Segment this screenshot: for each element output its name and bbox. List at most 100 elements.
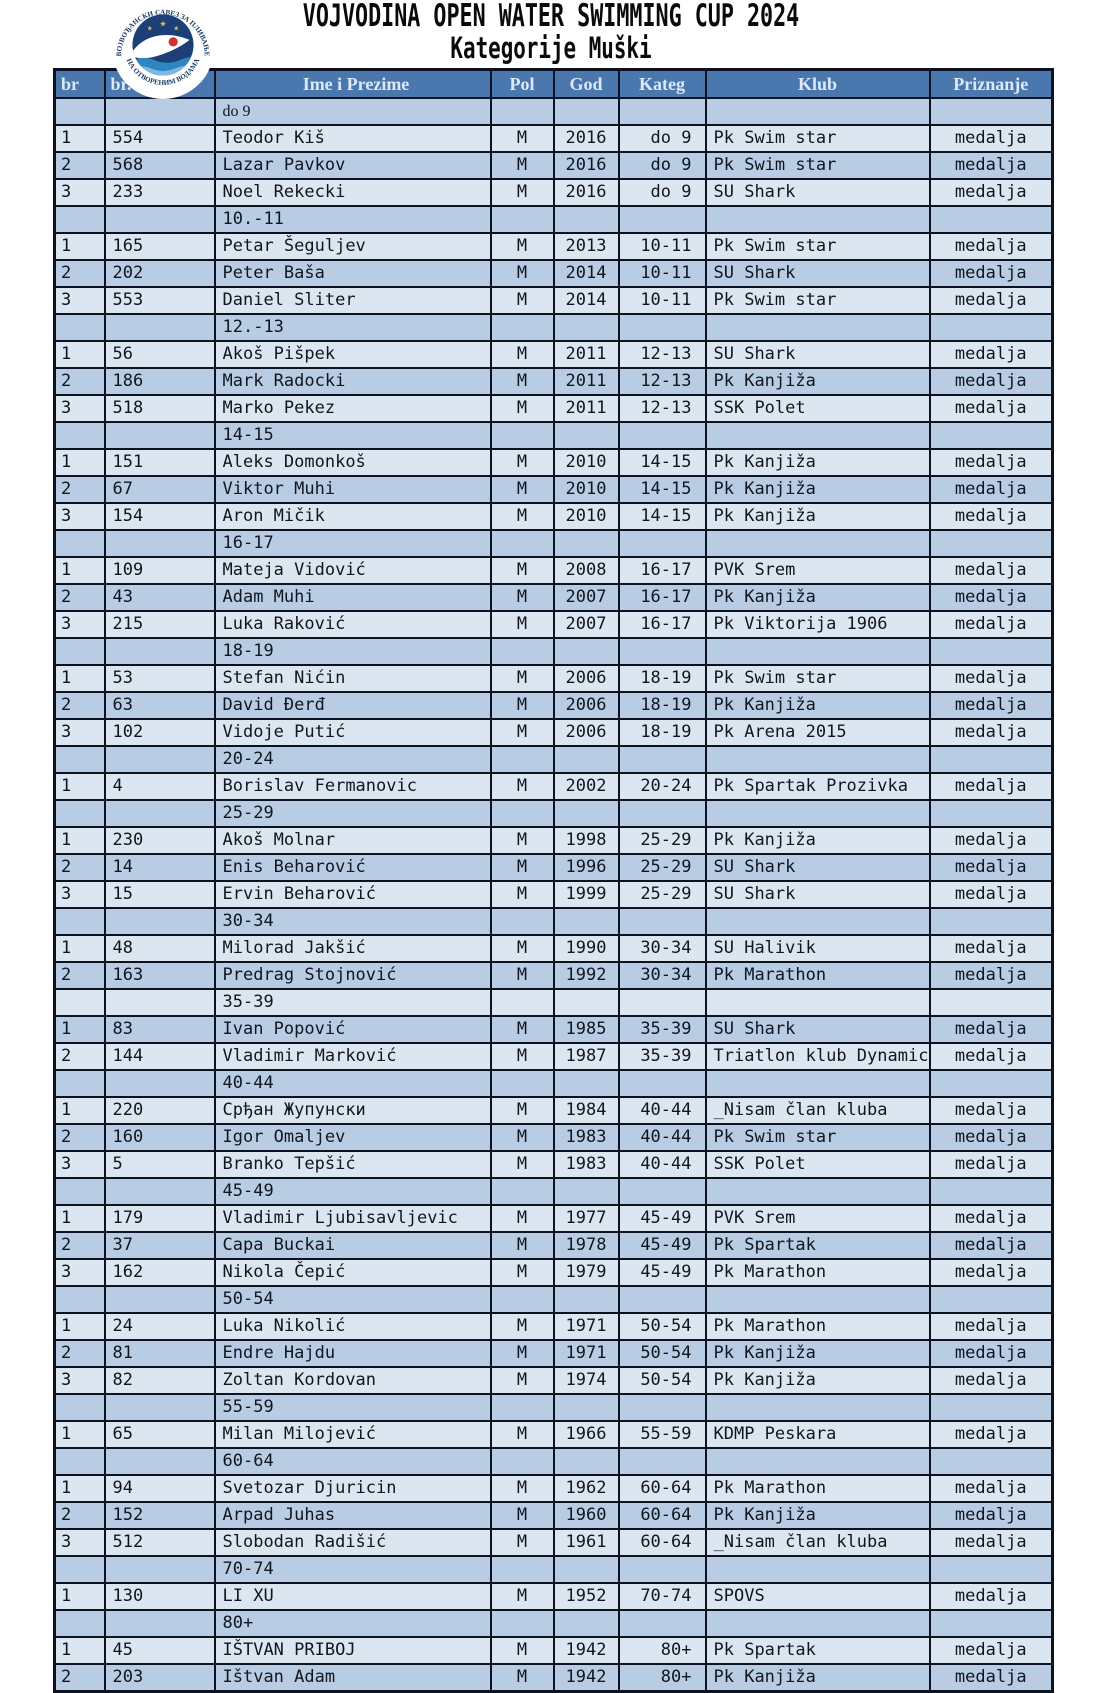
result-row: 3 154 Aron Mičik M 2010 14-15 Pk Kanjiža medalj… (53, 502, 1054, 531)
cell-name: Petar Šeguljev (213, 232, 492, 261)
cell-category: 16-17 (617, 583, 707, 612)
empty-cell (53, 799, 106, 828)
cell-sex: M (489, 1420, 555, 1449)
empty-cell (704, 1069, 931, 1098)
cell-category: 35-39 (617, 1042, 707, 1071)
cell-award: medalja (928, 1231, 1054, 1260)
empty-cell (489, 1609, 555, 1638)
cell-club: Pk Kanjiža (704, 691, 931, 720)
cell-sex: M (489, 394, 555, 423)
cell-br: 2 (53, 475, 106, 504)
cell-category: do 9 (617, 124, 707, 153)
category-label: 70-74 (213, 1555, 492, 1584)
cell-name: Mateja Vidović (213, 556, 492, 585)
cell-sex: M (489, 934, 555, 963)
category-label: 35-39 (213, 988, 492, 1017)
cell-category: 10-11 (617, 286, 707, 315)
cell-club: Pk Marathon (704, 1258, 931, 1287)
empty-cell (928, 313, 1054, 342)
category-label: 25-29 (213, 799, 492, 828)
cell-sex: M (489, 1474, 555, 1503)
result-row: 2 67 Viktor Muhi M 2010 14-15 Pk Kanjiža medalj… (53, 475, 1054, 504)
empty-cell (552, 529, 620, 558)
cell-br: 2 (53, 151, 106, 180)
category-section-row: 12.-13 (53, 313, 1054, 342)
empty-cell (928, 1447, 1054, 1476)
empty-cell (489, 1447, 555, 1476)
cell-start-number: 553 (103, 286, 216, 315)
empty-cell (928, 205, 1054, 234)
cell-year: 1983 (552, 1150, 620, 1179)
category-label: 10.-11 (213, 205, 492, 234)
category-section-row: 45-49 (53, 1177, 1054, 1206)
empty-cell (103, 1609, 216, 1638)
cell-club: Pk Swim star (704, 232, 931, 261)
empty-cell (928, 1285, 1054, 1314)
empty-cell (489, 907, 555, 936)
cell-year: 1985 (552, 1015, 620, 1044)
category-section-row: 20-24 (53, 745, 1054, 774)
cell-br: 1 (53, 1636, 106, 1665)
cell-category: 10-11 (617, 259, 707, 288)
cell-name: Endre Hajdu (213, 1339, 492, 1368)
col-header-name: Ime i Prezime (213, 68, 492, 99)
cell-name: Marko Pekez (213, 394, 492, 423)
empty-cell (617, 745, 707, 774)
empty-cell (103, 1555, 216, 1584)
empty-cell (53, 1177, 106, 1206)
empty-cell (928, 907, 1054, 936)
category-section-row: 25-29 (53, 799, 1054, 828)
cell-award: medalja (928, 1258, 1054, 1287)
cell-start-number: 94 (103, 1474, 216, 1503)
empty-cell (552, 799, 620, 828)
empty-cell (617, 1069, 707, 1098)
cell-br: 1 (53, 826, 106, 855)
cell-name: Luka Nikolić (213, 1312, 492, 1341)
empty-cell (53, 745, 106, 774)
empty-cell (704, 1393, 931, 1422)
category-label: 20-24 (213, 745, 492, 774)
cell-br: 3 (53, 502, 106, 531)
cell-award: medalja (928, 1096, 1054, 1125)
cell-br: 2 (53, 1231, 106, 1260)
cell-sex: M (489, 151, 555, 180)
cell-name: Akoš Pišpek (213, 340, 492, 369)
cell-sex: M (489, 610, 555, 639)
empty-cell (53, 529, 106, 558)
empty-cell (53, 205, 106, 234)
cell-name: Capa Buckai (213, 1231, 492, 1260)
cell-sex: M (489, 664, 555, 693)
result-row: 2 37 Capa Buckai M 1978 45-49 Pk Spartak medalj… (53, 1231, 1054, 1260)
cell-start-number: 5 (103, 1150, 216, 1179)
empty-cell (704, 799, 931, 828)
cell-br: 2 (53, 1339, 106, 1368)
empty-cell (552, 313, 620, 342)
cell-club: Pk Kanjiža (704, 583, 931, 612)
cell-year: 2014 (552, 259, 620, 288)
cell-sex: M (489, 1042, 555, 1071)
empty-cell (552, 1393, 620, 1422)
cell-year: 2006 (552, 664, 620, 693)
cell-sex: M (489, 448, 555, 477)
empty-cell (53, 313, 106, 342)
cell-start-number: 45 (103, 1636, 216, 1665)
cell-year: 1952 (552, 1582, 620, 1611)
category-label: 14-15 (213, 421, 492, 450)
cell-sex: M (489, 232, 555, 261)
cell-award: medalja (928, 475, 1054, 504)
cell-category: 14-15 (617, 475, 707, 504)
cell-start-number: 53 (103, 664, 216, 693)
cell-name: David Đerđ (213, 691, 492, 720)
empty-cell (489, 97, 555, 126)
cell-category: do 9 (617, 151, 707, 180)
cell-club: Pk Kanjiža (704, 1501, 931, 1530)
cell-name: Noel Rekecki (213, 178, 492, 207)
cell-year: 2002 (552, 772, 620, 801)
cell-category: 10-11 (617, 232, 707, 261)
cell-start-number: 81 (103, 1339, 216, 1368)
cell-award: medalja (928, 691, 1054, 720)
cell-award: medalja (928, 1366, 1054, 1395)
empty-cell (103, 745, 216, 774)
cell-club: SU Shark (704, 880, 931, 909)
cell-year: 1987 (552, 1042, 620, 1071)
